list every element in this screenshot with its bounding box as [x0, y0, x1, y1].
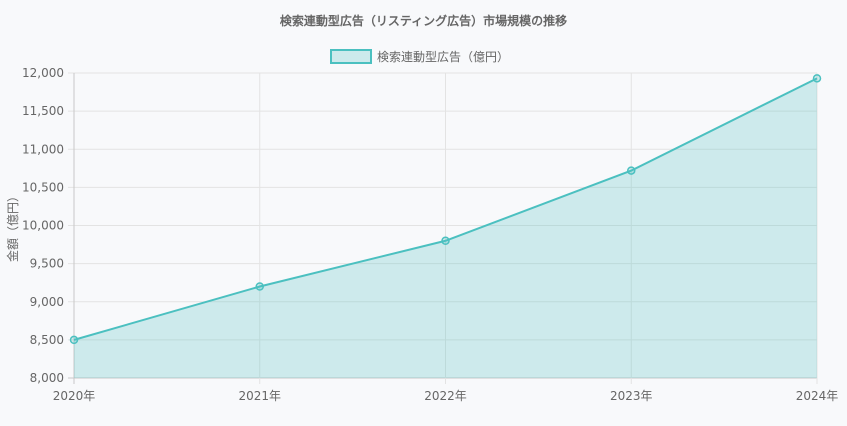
- y-tick-label: 9,000: [30, 295, 64, 309]
- data-point[interactable]: [627, 166, 636, 175]
- x-tick-label: 2021年: [238, 389, 281, 403]
- y-tick-label: 8,000: [30, 371, 64, 385]
- y-tick-label: 12,000: [22, 66, 64, 80]
- series-area: [74, 78, 817, 379]
- y-tick-label: 9,500: [30, 257, 64, 271]
- legend[interactable]: 検索連動型広告（億円）: [330, 49, 509, 64]
- data-point[interactable]: [69, 335, 79, 345]
- axis-ticks: 8,000 8,500 9,000 9,500 10,000 10,500 11,000 11…: [22, 66, 838, 403]
- x-tick-label: 2024年: [796, 389, 839, 403]
- legend-swatch: [330, 49, 372, 64]
- chart-title: 検索連動型広告（リスティング広告）市場規模の推移: [280, 13, 567, 28]
- data-point[interactable]: [441, 236, 450, 245]
- grid: [68, 72, 818, 384]
- x-tick-label: 2023年: [610, 389, 653, 403]
- y-axis-title: 金額（億円）: [5, 190, 20, 262]
- plot-area: [69, 74, 822, 379]
- y-tick-label: 8,500: [30, 333, 64, 347]
- x-tick-label: 2022年: [424, 389, 467, 403]
- y-tick-label: 11,500: [22, 104, 64, 118]
- series-line: [73, 77, 818, 341]
- y-tick-label: 10,500: [22, 180, 64, 194]
- legend-label: 検索連動型広告（億円）: [377, 50, 509, 64]
- x-tick-label: 2020年: [53, 389, 96, 403]
- data-point[interactable]: [255, 282, 264, 291]
- data-point[interactable]: [812, 74, 822, 83]
- y-tick-label: 10,000: [22, 219, 64, 233]
- y-tick-label: 11,000: [22, 142, 64, 156]
